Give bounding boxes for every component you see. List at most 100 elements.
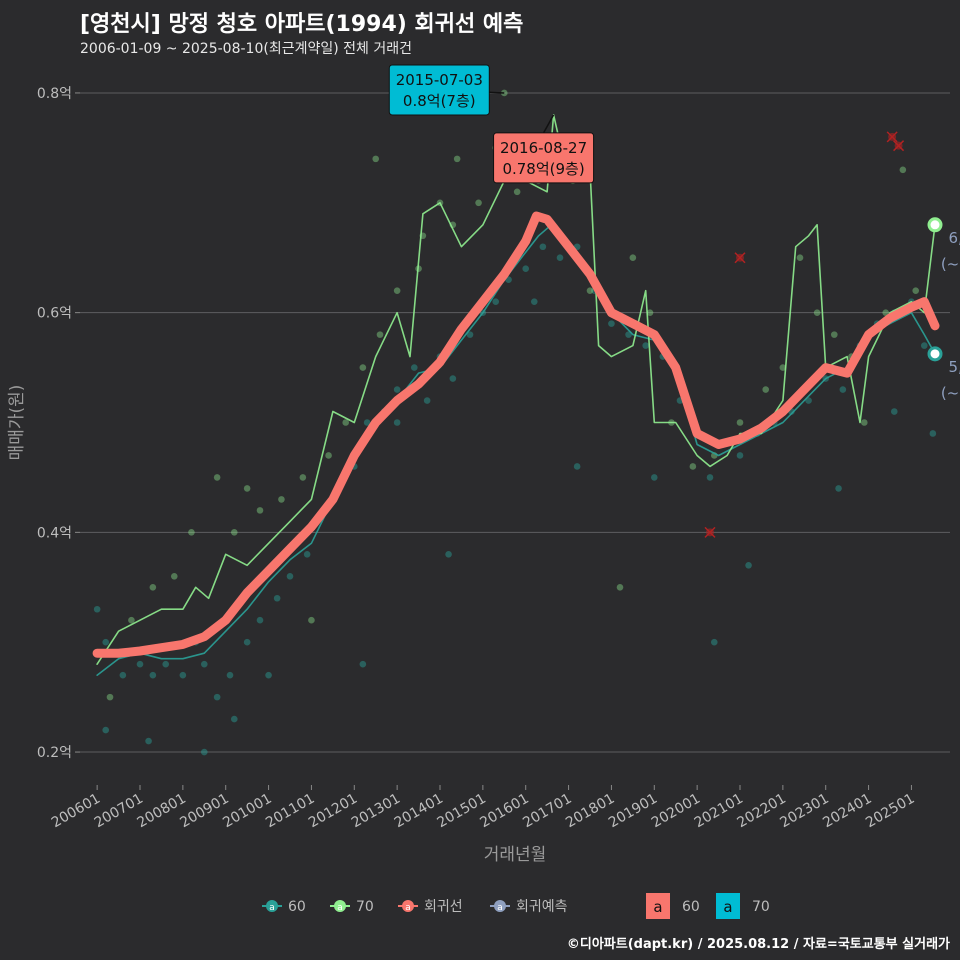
x-tick-label: 201101 xyxy=(263,791,317,832)
scatter-point-70 xyxy=(325,452,332,459)
legend-key-dot xyxy=(266,900,278,912)
scatter-point-60 xyxy=(162,660,170,668)
legend-key-glyph: a xyxy=(497,903,503,913)
scatter-point-60 xyxy=(136,660,144,668)
legend-label-swatch xyxy=(646,893,670,919)
x-tick-label: 201601 xyxy=(477,791,531,832)
scatter-point-70 xyxy=(513,188,521,196)
scatter-point-60 xyxy=(149,671,157,679)
x-tick-label: 202501 xyxy=(863,791,917,832)
scatter-point-70 xyxy=(170,572,178,580)
end-point-60 xyxy=(927,346,943,362)
cancelled-point xyxy=(886,131,898,143)
scatter-group xyxy=(93,89,937,756)
x-tick-label: 201901 xyxy=(606,791,660,832)
scatter-point-70 xyxy=(308,616,315,624)
legend-key-glyph: a xyxy=(337,903,343,913)
annotation-date: 2015-07-03 xyxy=(396,71,483,89)
x-tick-label: 201001 xyxy=(220,791,274,832)
cancelled-point xyxy=(704,526,716,538)
x-tick-label: 202201 xyxy=(735,791,789,832)
cancelled-x xyxy=(704,526,716,538)
scatter-point-70 xyxy=(342,419,350,426)
scatter-point-60 xyxy=(492,298,500,305)
legend-label-swatch xyxy=(716,893,740,919)
end-price-label: 6,800 xyxy=(949,229,960,247)
scatter-point-70 xyxy=(278,496,285,503)
scatter-point-70 xyxy=(912,287,920,294)
scatter-point-70 xyxy=(188,529,195,536)
scatter-point-60 xyxy=(466,331,474,338)
scatter-point-60 xyxy=(608,320,615,327)
scatter-point-70 xyxy=(882,309,890,316)
legend-item: a 회귀선 xyxy=(398,899,463,915)
scatter-point-70 xyxy=(128,616,135,624)
scatter-point-70 xyxy=(106,693,114,701)
scatter-point-60 xyxy=(706,474,714,481)
x-tick-label: 202401 xyxy=(820,791,874,832)
annotation-date: 2016-08-27 xyxy=(500,139,587,157)
scatter-point-70 xyxy=(813,309,821,316)
scatter-point-60 xyxy=(642,342,650,349)
annotation-box xyxy=(388,64,490,116)
scatter-point-60 xyxy=(736,452,744,459)
y-tick-label: 0.8억 xyxy=(37,86,72,102)
scatter-point-60 xyxy=(530,298,538,305)
scatter-point-60 xyxy=(230,715,238,723)
scatter-point-60 xyxy=(359,660,367,668)
legend-label: 회귀예측 xyxy=(516,899,568,915)
scatter-point-60 xyxy=(449,375,457,382)
x-axis-title: 거래년월 xyxy=(484,845,547,865)
scatter-point-70 xyxy=(393,287,401,294)
legend-label-letter: a xyxy=(653,898,662,916)
scatter-point-60 xyxy=(393,386,401,393)
scatter-point-60 xyxy=(710,638,718,646)
scatter-point-60 xyxy=(256,616,264,624)
scatter-point-60 xyxy=(929,430,937,437)
scatter-point-70 xyxy=(586,287,594,294)
scatter-point-60 xyxy=(573,463,581,470)
legend-item: a 70 xyxy=(330,899,374,915)
scatter-point-70 xyxy=(899,166,907,174)
series-line-60 xyxy=(96,224,936,676)
scatter-point-60 xyxy=(522,265,530,273)
source-credit: ©디아파트(dapt.kr) / 2025.08.12 / 자료=국토교통부 실… xyxy=(566,937,950,952)
scatter-point-70 xyxy=(256,507,264,514)
scatter-point-60 xyxy=(102,726,110,734)
end-point-70 xyxy=(927,217,943,233)
y-axis-title: 매매가(원) xyxy=(7,385,27,461)
scatter-point-70 xyxy=(830,331,838,338)
legend-label: 60 xyxy=(682,899,700,915)
scatter-point-70 xyxy=(243,485,251,492)
legend-key-dot xyxy=(334,900,346,912)
scatter-point-70 xyxy=(299,474,307,481)
scatter-point-60 xyxy=(745,562,752,569)
scatter-point-70 xyxy=(689,463,697,470)
scatter-point-60 xyxy=(650,474,658,481)
x-tick-label: 201801 xyxy=(563,791,617,832)
annotation-value: 0.78억(9층) xyxy=(502,160,584,178)
y-tick-label: 0.2억 xyxy=(37,745,72,761)
scatter-point-60 xyxy=(119,671,127,679)
scatter-point-60 xyxy=(393,419,401,426)
scatter-point-60 xyxy=(556,254,564,262)
regression-line xyxy=(92,211,940,658)
cancelled-x xyxy=(734,252,746,264)
scatter-point-60 xyxy=(200,660,208,668)
x-tick-label: 202101 xyxy=(692,791,746,832)
scatter-point-60 xyxy=(839,386,847,393)
scatter-point-70 xyxy=(453,155,461,163)
scatter-point-70 xyxy=(475,199,482,207)
x-tick-label: 200701 xyxy=(92,791,146,832)
scatter-point-70 xyxy=(762,386,770,393)
scatter-point-70 xyxy=(372,155,380,163)
legend-label: 70 xyxy=(752,899,770,915)
end-area-label: (~60㎡) xyxy=(941,384,960,402)
scatter-point-70 xyxy=(213,474,221,481)
legend-item: a 회귀예측 xyxy=(490,899,568,915)
legend-key-dot xyxy=(494,900,506,912)
legend-label: 60 xyxy=(288,899,306,915)
x-tick-label: 200901 xyxy=(177,791,231,832)
scatter-point-60 xyxy=(303,551,311,558)
